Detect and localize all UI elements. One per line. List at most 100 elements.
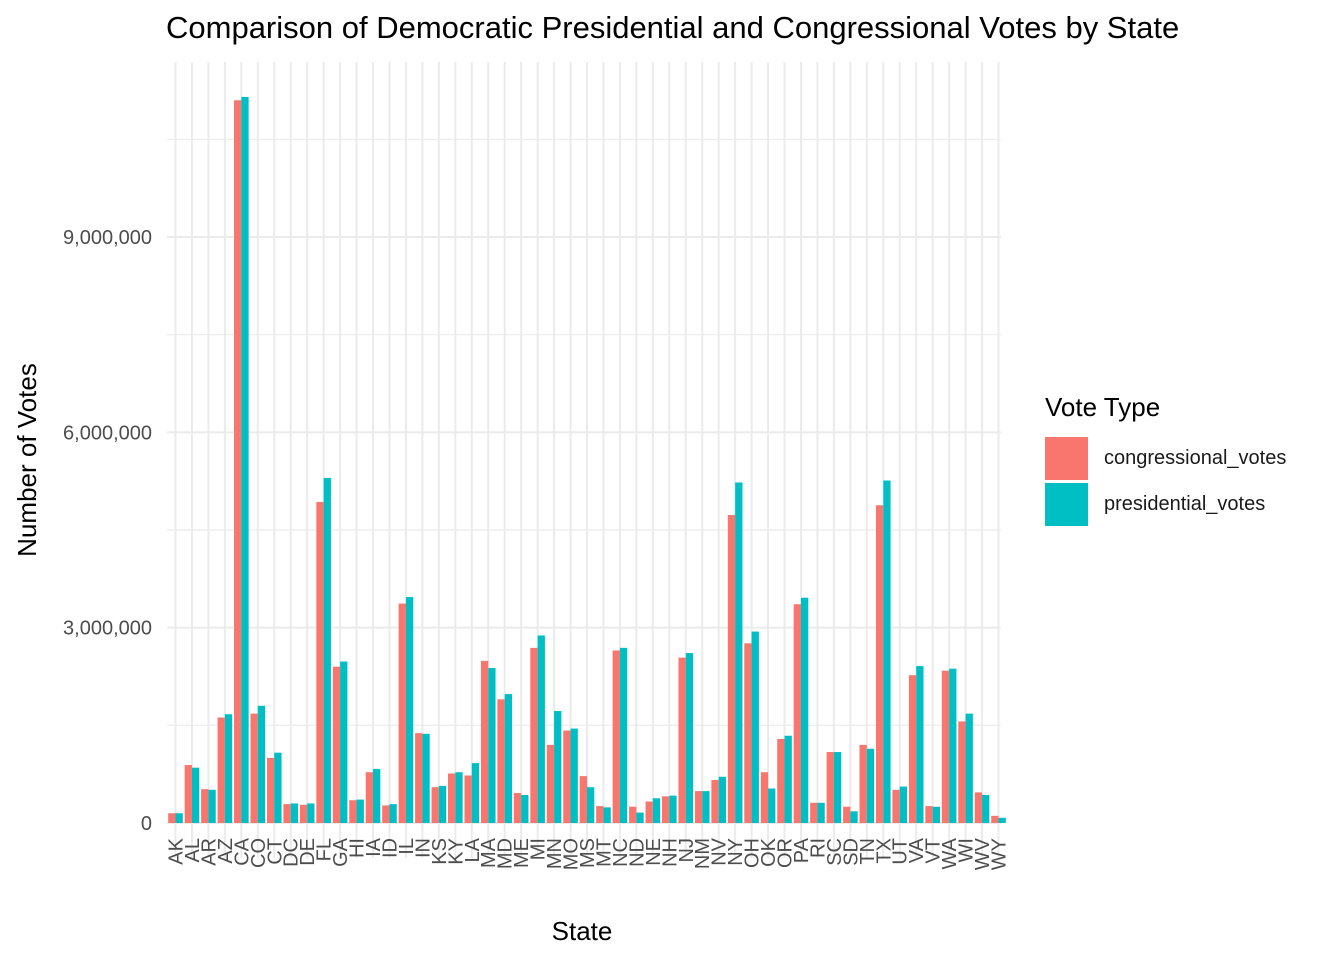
x-tick-label: KS: [429, 838, 451, 865]
bar-presidential_votes-NM: [702, 791, 710, 823]
bar-congressional_votes-NE: [645, 801, 653, 823]
bar-presidential_votes-MD: [504, 694, 512, 823]
x-tick-label: OR: [775, 838, 797, 868]
x-tick-label: OK: [758, 837, 780, 867]
x-tick-label: MO: [561, 838, 583, 870]
x-tick-label: UT: [890, 838, 912, 865]
bar-presidential_votes-MA: [488, 668, 496, 823]
y-axis-label: Number of Votes: [12, 363, 42, 557]
bar-congressional_votes-MI: [530, 647, 538, 823]
x-tick-label: FL: [314, 838, 336, 861]
bar-presidential_votes-NY: [735, 482, 743, 823]
x-tick-label: KY: [445, 838, 467, 865]
bar-congressional_votes-IL: [398, 603, 406, 823]
bar-congressional_votes-IA: [365, 772, 374, 823]
bar-presidential_votes-ND: [636, 812, 644, 823]
x-tick-label: MN: [544, 838, 566, 869]
bar-presidential_votes-KY: [455, 772, 463, 823]
x-tick-label: CO: [248, 838, 270, 868]
x-tick-label: ND: [626, 838, 648, 867]
y-tick-label: 0: [141, 813, 152, 835]
bar-presidential_votes-NV: [718, 776, 726, 823]
bar-congressional_votes-WA: [941, 670, 950, 823]
x-tick-label: NH: [659, 838, 681, 867]
bar-presidential_votes-HI: [356, 799, 364, 823]
bar-presidential_votes-OK: [768, 788, 776, 823]
bar-congressional_votes-SC: [826, 752, 834, 823]
x-tick-label: VA: [906, 837, 928, 863]
bar-presidential_votes-IN: [422, 733, 430, 823]
x-tick-label: IL: [396, 838, 418, 855]
x-tick-label: DC: [281, 838, 303, 867]
x-tick-label: MS: [577, 838, 599, 868]
bar-presidential_votes-VT: [932, 806, 940, 823]
bar-congressional_votes-ID: [382, 805, 390, 823]
bar-congressional_votes-GA: [332, 666, 341, 823]
bar-congressional_votes-CA: [234, 100, 242, 824]
x-tick-label: PA: [791, 837, 813, 863]
bar-presidential_votes-CO: [257, 705, 266, 823]
x-tick-label: WV: [972, 837, 994, 870]
bar-presidential_votes-LA: [471, 763, 480, 823]
bar-presidential_votes-CT: [274, 752, 282, 823]
bar-presidential_votes-WI: [965, 713, 973, 823]
legend-title: Vote Type: [1045, 392, 1161, 422]
x-tick-label: OH: [742, 838, 764, 868]
y-tick-label: 9,000,000: [63, 227, 152, 249]
bar-presidential_votes-UT: [899, 786, 908, 823]
bar-presidential_votes-IA: [373, 768, 381, 823]
legend-label-presidential: presidential_votes: [1104, 492, 1266, 515]
bar-presidential_votes-ME: [521, 795, 529, 823]
bar-congressional_votes-RI: [810, 802, 818, 823]
legend: Vote Type congressional_votes presidenti…: [1045, 392, 1286, 527]
legend-label-congressional: congressional_votes: [1104, 446, 1287, 469]
bar-presidential_votes-DC: [290, 803, 299, 823]
bar-congressional_votes-KS: [431, 787, 439, 823]
legend-item-presidential: presidential_votes: [1045, 481, 1286, 527]
bar-presidential_votes-OH: [751, 631, 759, 823]
bar-presidential_votes-TX: [883, 480, 891, 823]
bar-congressional_votes-FL: [316, 502, 324, 823]
x-tick-label: MA: [478, 837, 500, 868]
bar-congressional_votes-MA: [480, 660, 489, 823]
x-tick-label: ME: [511, 838, 533, 868]
bar-congressional_votes-OK: [760, 772, 769, 823]
x-tick-label: IN: [412, 838, 434, 858]
x-tick-label: SC: [824, 838, 846, 866]
bar-presidential_votes-SC: [833, 752, 842, 823]
bar-congressional_votes-WV: [974, 792, 983, 823]
bar-congressional_votes-WY: [991, 815, 999, 823]
x-tick-label: WA: [939, 837, 961, 869]
x-tick-label: NE: [643, 838, 665, 866]
bar-congressional_votes-UT: [892, 789, 900, 823]
bar-presidential_votes-KS: [438, 785, 447, 823]
bar-presidential_votes-MT: [603, 807, 611, 823]
bar-congressional_votes-IN: [415, 733, 423, 823]
bar-presidential_votes-WV: [982, 795, 990, 823]
bar-presidential_votes-OR: [784, 735, 792, 823]
bar-congressional_votes-NM: [694, 791, 703, 823]
chart-title: Comparison of Democratic Presidential an…: [166, 10, 1180, 45]
bar-congressional_votes-ME: [513, 793, 522, 823]
x-tick-label: MI: [528, 838, 550, 860]
x-tick-label: AR: [198, 838, 220, 866]
bar-presidential_votes-NH: [669, 795, 677, 823]
bar-presidential_votes-SD: [850, 811, 858, 823]
bar-presidential_votes-AR: [208, 789, 216, 823]
bar-congressional_votes-NV: [711, 780, 719, 823]
bar-presidential_votes-PA: [800, 597, 809, 823]
bar-congressional_votes-CO: [250, 713, 258, 823]
bar-presidential_votes-MI: [537, 635, 545, 823]
bar-presidential_votes-ID: [389, 804, 397, 823]
x-tick-label: RI: [807, 838, 829, 858]
bar-congressional_votes-MO: [563, 730, 571, 823]
bar-presidential_votes-RI: [817, 802, 825, 823]
y-tick-label: 6,000,000: [63, 422, 152, 444]
bar-congressional_votes-LA: [464, 775, 472, 823]
x-tick-label: NY: [725, 838, 747, 866]
bar-presidential_votes-MO: [570, 728, 578, 823]
x-tick-label: NC: [610, 838, 632, 867]
bar-presidential_votes-NE: [652, 798, 661, 823]
bar-congressional_votes-TN: [859, 744, 867, 823]
